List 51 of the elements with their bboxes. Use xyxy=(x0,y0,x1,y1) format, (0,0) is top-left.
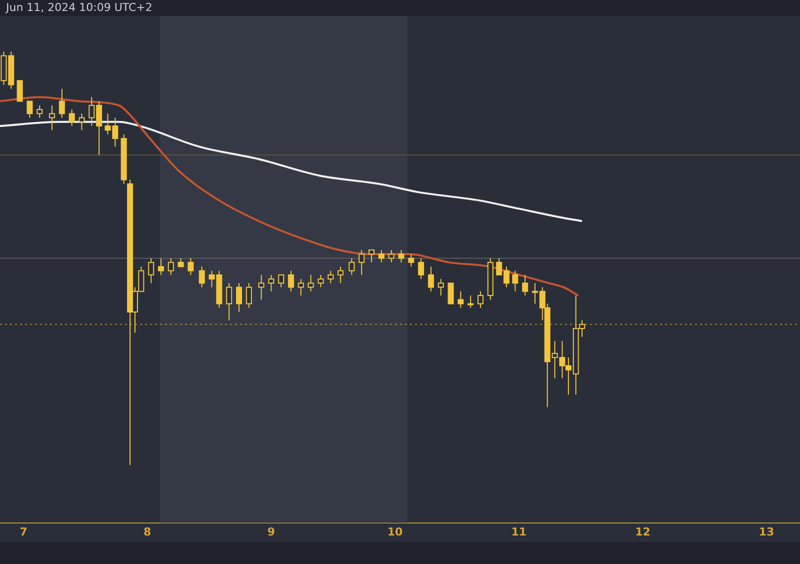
candlestick xyxy=(188,258,194,276)
candlestick xyxy=(358,250,365,276)
candlestick xyxy=(378,250,384,263)
candlestick xyxy=(468,294,474,308)
candlestick xyxy=(268,274,274,292)
candlestick xyxy=(448,282,454,304)
x-tick-label: 7 xyxy=(20,525,28,538)
candlestick xyxy=(120,134,127,184)
x-tick-label: 9 xyxy=(267,525,276,538)
candlestick xyxy=(49,104,56,131)
candlestick xyxy=(258,274,264,300)
x-tick-label: 10 xyxy=(387,525,404,538)
candlestick xyxy=(328,270,334,284)
candlestick xyxy=(36,104,43,118)
candlestick xyxy=(168,258,174,276)
candlestick xyxy=(298,278,304,296)
candlestick xyxy=(58,88,65,118)
candlestick xyxy=(68,109,75,127)
candlestick xyxy=(226,282,232,321)
candlestick xyxy=(348,258,355,276)
candlestick xyxy=(477,290,484,308)
candlestick xyxy=(388,250,394,263)
candlestick xyxy=(458,290,464,308)
candlestick xyxy=(318,274,324,288)
candlestick xyxy=(398,250,404,263)
candlestick xyxy=(368,250,375,263)
x-tick-label: 8 xyxy=(144,525,152,538)
candlestick xyxy=(78,113,85,131)
x-tick-label: 12 xyxy=(635,525,650,538)
candlestick xyxy=(418,258,424,280)
candlestick xyxy=(487,258,494,300)
candlestick xyxy=(288,270,294,292)
candlestick xyxy=(278,274,284,288)
x-tick-label: 13 xyxy=(758,525,774,538)
candlestick xyxy=(236,282,242,313)
candlestick xyxy=(148,258,154,284)
candlestick xyxy=(428,266,434,292)
candlestick xyxy=(308,274,314,292)
candlestick xyxy=(246,282,252,308)
candlestick xyxy=(158,258,164,276)
candlestick xyxy=(16,80,23,102)
candlestick xyxy=(338,266,344,284)
candlestick xyxy=(26,100,33,118)
candlestick xyxy=(512,270,518,292)
candlestick xyxy=(522,274,528,296)
candlestick xyxy=(408,254,414,268)
candlestick xyxy=(438,278,444,296)
text: Jun 11, 2024 10:09 UTC+2 xyxy=(6,1,152,14)
candlestick xyxy=(178,258,184,268)
candlestick xyxy=(198,266,205,288)
x-tick-label: 11 xyxy=(511,525,527,538)
